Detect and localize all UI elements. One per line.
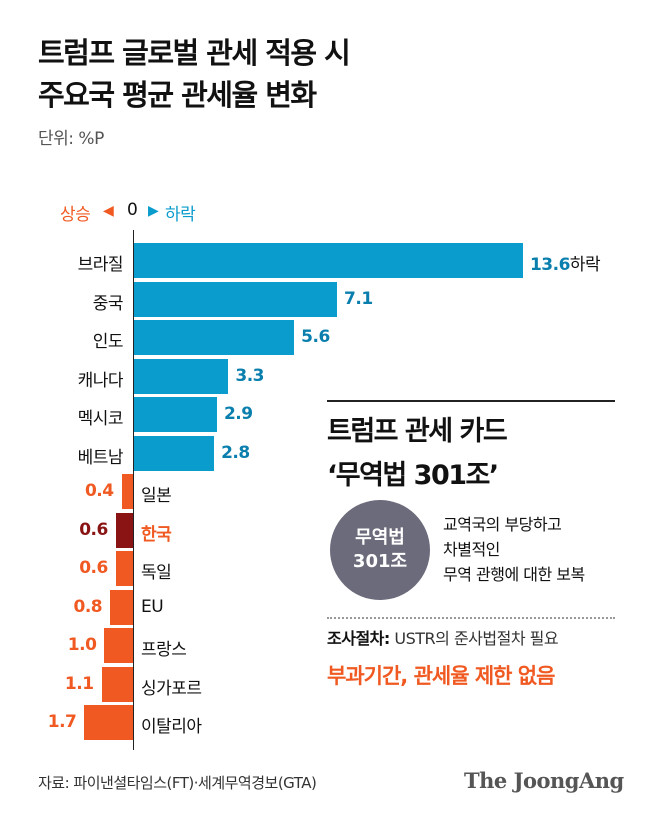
procedure-text: 조사절차: USTR의 준사법절차 필요 — [327, 625, 559, 649]
category-label: 독일 — [141, 563, 172, 583]
bar-11 — [101, 666, 133, 702]
category-label: 브라질 — [77, 255, 124, 275]
left-arrow-icon: ◀ — [103, 203, 114, 219]
value-label: 0.6 — [79, 558, 108, 578]
bar-9 — [110, 589, 133, 625]
value-label: 1.7 — [47, 712, 77, 732]
category-label: 한국 — [141, 524, 172, 545]
bar-6 — [121, 474, 133, 509]
value-label: 7.1 — [344, 288, 373, 309]
bar-12 — [84, 705, 133, 740]
value-label: 5.6 — [301, 327, 330, 347]
card-note: 부과기간, 관세율 제한 없음 — [327, 664, 555, 688]
card-title: 트럼프 관세 카드 ‘무역법 301조’ — [327, 410, 508, 498]
procedure-label: 조사절차: — [327, 629, 390, 648]
value-label: 0.8 — [73, 596, 103, 617]
value-label: 0.6 — [79, 519, 108, 540]
bar-7 — [115, 512, 133, 548]
value-label: 2.8 — [221, 442, 250, 463]
category-label: 베트남 — [77, 447, 124, 468]
direction-suffix: 하락 — [569, 255, 601, 275]
right-arrow-icon: ▶ — [148, 203, 159, 219]
legend-down: 하락 — [165, 205, 196, 225]
bar-1 — [134, 281, 338, 317]
legend-zero: 0 — [127, 200, 138, 220]
bar-8 — [115, 551, 133, 586]
desc-line-3: 무역 관행에 대한 보복 — [443, 565, 585, 584]
bar-10 — [104, 628, 133, 663]
source-note: 자료: 파이낸셜타임스(FT)·세계무역경보(GTA) — [38, 774, 317, 792]
value-label: 0.4 — [84, 481, 114, 501]
value-label: 1.0 — [67, 635, 97, 655]
card-title-line-2: ‘무역법 301조’ — [327, 460, 499, 491]
card-title-line-1: 트럼프 관세 카드 — [327, 416, 508, 447]
desc-line-2: 차별적인 — [443, 540, 500, 559]
bar-2 — [134, 320, 295, 355]
value-label: 13.6하락 — [529, 255, 601, 275]
circle-line-2: 301조 — [352, 551, 408, 572]
category-label: 이탈리아 — [141, 717, 202, 737]
category-label: 싱가포르 — [141, 678, 202, 699]
circle-line-1: 무역법 — [355, 527, 405, 548]
dotted-divider — [327, 617, 615, 619]
card-divider — [327, 400, 615, 402]
card-description: 교역국의 부당하고 차별적인 무역 관행에 대한 보복 — [443, 512, 585, 587]
publisher-logo: The JoongAng — [464, 768, 624, 793]
value-label: 3.3 — [235, 365, 264, 386]
title-line-2: 주요국 평균 관세율 변화 — [38, 78, 317, 112]
value-label: 1.1 — [64, 673, 94, 694]
category-label: 일본 — [141, 486, 172, 506]
desc-line-1: 교역국의 부당하고 — [443, 515, 562, 534]
unit-label: 단위: %P — [38, 129, 104, 149]
value-label: 2.9 — [223, 404, 253, 424]
title-line-1: 트럼프 글로벌 관세 적용 시 — [38, 36, 351, 70]
zero-axis — [133, 230, 134, 750]
bar-0 — [134, 243, 523, 278]
category-label: 프랑스 — [141, 640, 187, 660]
category-label: 인도 — [92, 332, 124, 352]
category-label: 캐나다 — [77, 370, 124, 391]
procedure-value: USTR의 준사법절차 필요 — [394, 629, 559, 648]
chart-title: 트럼프 글로벌 관세 적용 시 주요국 평균 관세율 변화 — [38, 32, 351, 116]
category-label: 중국 — [92, 293, 124, 314]
bar-5 — [134, 435, 215, 471]
bar-4 — [134, 397, 217, 432]
trade-act-circle: 무역법 301조 — [330, 500, 430, 600]
category-label: EU — [141, 596, 164, 617]
bar-3 — [134, 358, 229, 394]
legend-up: 상승 — [60, 205, 91, 225]
category-label: 멕시코 — [77, 409, 124, 429]
